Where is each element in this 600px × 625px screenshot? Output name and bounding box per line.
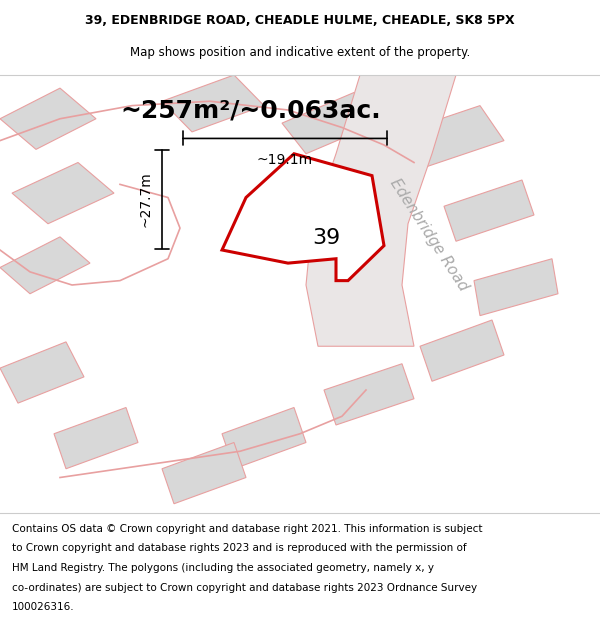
Polygon shape xyxy=(402,106,504,167)
Text: ~19.1m: ~19.1m xyxy=(257,153,313,168)
Text: Map shows position and indicative extent of the property.: Map shows position and indicative extent… xyxy=(130,46,470,59)
Polygon shape xyxy=(420,320,504,381)
Polygon shape xyxy=(324,364,414,425)
Polygon shape xyxy=(162,75,264,132)
Text: ~27.7m: ~27.7m xyxy=(138,171,152,227)
Text: HM Land Registry. The polygons (including the associated geometry, namely x, y: HM Land Registry. The polygons (includin… xyxy=(12,563,434,573)
Text: 39, EDENBRIDGE ROAD, CHEADLE HULME, CHEADLE, SK8 5PX: 39, EDENBRIDGE ROAD, CHEADLE HULME, CHEA… xyxy=(85,14,515,28)
Polygon shape xyxy=(222,408,306,469)
Polygon shape xyxy=(162,442,246,504)
Polygon shape xyxy=(0,237,90,294)
Polygon shape xyxy=(444,180,534,241)
Polygon shape xyxy=(222,154,384,281)
Polygon shape xyxy=(0,342,84,403)
Polygon shape xyxy=(54,408,138,469)
Polygon shape xyxy=(306,75,456,346)
Text: ~257m²/~0.063ac.: ~257m²/~0.063ac. xyxy=(120,98,380,122)
Polygon shape xyxy=(282,92,378,154)
Polygon shape xyxy=(474,259,558,316)
Text: Contains OS data © Crown copyright and database right 2021. This information is : Contains OS data © Crown copyright and d… xyxy=(12,524,482,534)
Polygon shape xyxy=(0,88,96,149)
Polygon shape xyxy=(12,162,114,224)
Text: 39: 39 xyxy=(312,228,340,248)
Text: 100026316.: 100026316. xyxy=(12,602,74,612)
Text: Edenbridge Road: Edenbridge Road xyxy=(387,176,471,294)
Text: to Crown copyright and database rights 2023 and is reproduced with the permissio: to Crown copyright and database rights 2… xyxy=(12,543,467,554)
Text: co-ordinates) are subject to Crown copyright and database rights 2023 Ordnance S: co-ordinates) are subject to Crown copyr… xyxy=(12,582,477,592)
